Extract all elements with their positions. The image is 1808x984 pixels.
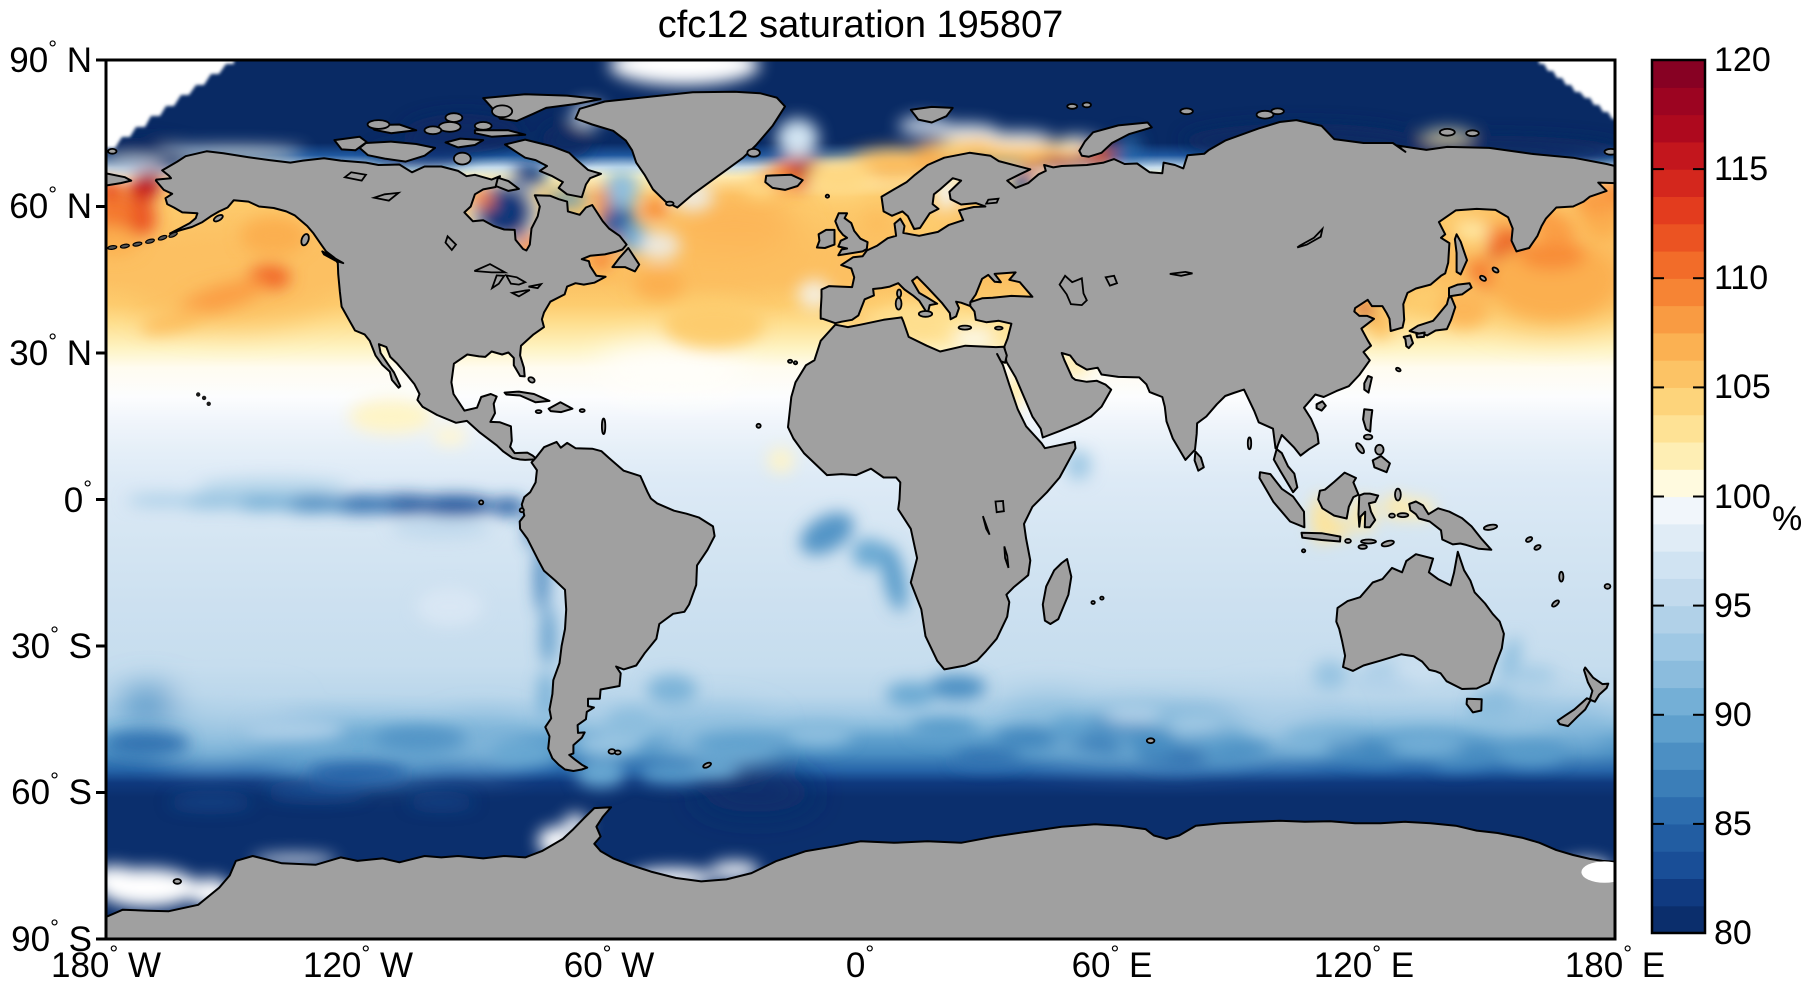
svg-text:120° E: 120° E — [1314, 941, 1414, 984]
svg-text:0°: 0° — [64, 476, 92, 520]
svg-text:%: % — [1772, 500, 1802, 538]
svg-text:60° S: 60° S — [11, 768, 92, 812]
svg-text:180° E: 180° E — [1565, 941, 1665, 984]
svg-text:30° S: 30° S — [11, 622, 92, 666]
svg-text:60° E: 60° E — [1072, 941, 1153, 984]
svg-text:60° W: 60° W — [564, 941, 655, 984]
svg-text:cfc12 saturation 195807: cfc12 saturation 195807 — [658, 4, 1064, 46]
svg-text:85: 85 — [1714, 805, 1752, 843]
svg-text:30° N: 30° N — [9, 329, 92, 373]
svg-text:90° S: 90° S — [11, 915, 92, 959]
svg-text:90: 90 — [1714, 696, 1752, 734]
svg-text:80: 80 — [1714, 914, 1752, 952]
svg-text:115: 115 — [1714, 150, 1768, 188]
svg-text:60° N: 60° N — [9, 182, 92, 226]
svg-text:180° W: 180° W — [51, 941, 161, 984]
svg-text:100: 100 — [1714, 478, 1771, 516]
svg-text:120° W: 120° W — [303, 941, 413, 984]
svg-text:105: 105 — [1714, 368, 1771, 406]
svg-text:95: 95 — [1714, 587, 1752, 625]
svg-text:110: 110 — [1714, 259, 1768, 297]
svg-text:120: 120 — [1714, 41, 1771, 79]
svg-text:0°: 0° — [846, 941, 874, 984]
svg-text:90° N: 90° N — [9, 36, 92, 80]
